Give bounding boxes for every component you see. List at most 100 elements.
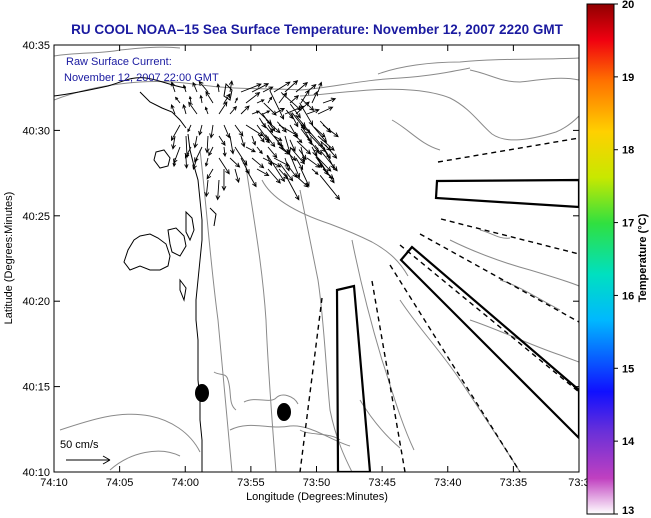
current-vector [262,110,271,115]
x-tick-label: 74:10 [40,477,68,489]
x-tick-label: 73:55 [237,477,265,489]
current-vector [295,81,309,93]
y-tick-label: 40:35 [22,40,50,52]
current-vector [245,124,264,137]
current-vector [311,168,319,175]
marker-blob-west [195,384,209,402]
current-vector [317,106,334,115]
current-vector [245,91,261,104]
current-vector [223,93,231,104]
current-vector [256,168,270,177]
box-outlines [335,178,579,472]
colorbar-ticks: 20 19 18 17 16 15 14 13 [614,0,635,517]
current-vector [245,146,256,153]
current-vector [290,103,301,119]
box-south-east [399,245,579,440]
current-vector [240,135,246,148]
colorbar-tick-label: 18 [622,145,634,157]
current-vector [265,134,276,148]
current-vector [294,174,309,188]
current-vector [300,124,312,135]
current-vector [265,119,281,134]
current-vector [274,136,284,151]
current-vector [187,124,192,133]
surface-current-vectors [170,80,341,201]
current-vector [284,157,291,172]
current-vector [193,135,198,149]
current-vector [204,106,209,115]
current-vector [295,135,303,144]
current-vector [284,172,300,201]
scale-arrow-icon [66,455,111,465]
current-vector [295,157,304,171]
current-vector [258,117,266,129]
current-vector [208,146,214,157]
current-vector [251,135,257,146]
current-vector [199,94,203,104]
current-vector [194,146,203,163]
current-vector [257,133,265,143]
marker-blob-east [277,403,291,421]
current-vector [256,146,263,155]
current-vector [170,104,176,115]
x-axis-label: Longitude (Degrees:Minutes) [246,491,388,503]
current-vector [273,135,283,141]
current-vector [306,83,317,93]
colorbar-tick-label: 19 [622,72,634,84]
current-vector [218,135,226,146]
current-vector [182,103,187,115]
current-vector [262,86,274,93]
current-vector [215,179,221,201]
current-vector [251,83,270,93]
current-vector [171,135,176,150]
current-vector [300,168,310,187]
current-vector [184,157,189,169]
y-tick-label: 40:15 [22,382,50,394]
current-vector [320,150,338,172]
current-vector [317,135,335,151]
current-vector [301,123,324,148]
x-tick-label: 73:45 [368,477,396,489]
current-vector [324,144,338,159]
y-axis-ticks: 40:35 40:30 40:25 40:20 40:15 40:10 [22,40,579,479]
current-vector [222,146,227,158]
current-vector [251,157,265,169]
current-vector [198,80,209,93]
current-vector [319,175,341,201]
current-vector [170,124,181,142]
map-plot-area [54,46,579,472]
y-tick-label: 40:10 [22,467,50,479]
current-vector [234,97,238,104]
current-vector [209,124,214,139]
current-vector [299,102,314,126]
current-vector [296,140,312,155]
current-vector [204,157,209,167]
y-tick-label: 40:20 [22,296,50,308]
coastline [54,77,233,472]
colorbar-tick-label: 13 [622,505,634,517]
current-vector [311,90,318,104]
current-vector [267,124,274,134]
current-vector [218,157,230,175]
current-vector [170,81,176,93]
current-vector [317,81,323,93]
current-vector [229,105,237,115]
current-vector [289,139,296,152]
current-vector [284,80,299,93]
current-vector [204,135,210,154]
current-vector [229,157,241,168]
current-vector [266,155,273,167]
current-vector [188,95,192,104]
colorbar-tick-label: 20 [622,0,634,11]
bathymetry-contours [54,46,579,472]
y-tick-label: 40:30 [22,125,50,137]
current-vector [267,154,285,183]
current-vector [256,99,265,104]
current-vector [306,157,321,168]
current-vector [205,90,214,104]
current-vector [251,110,260,115]
colorbar-tick-label: 16 [622,290,634,302]
current-vector [279,163,294,182]
current-vector [221,168,227,192]
